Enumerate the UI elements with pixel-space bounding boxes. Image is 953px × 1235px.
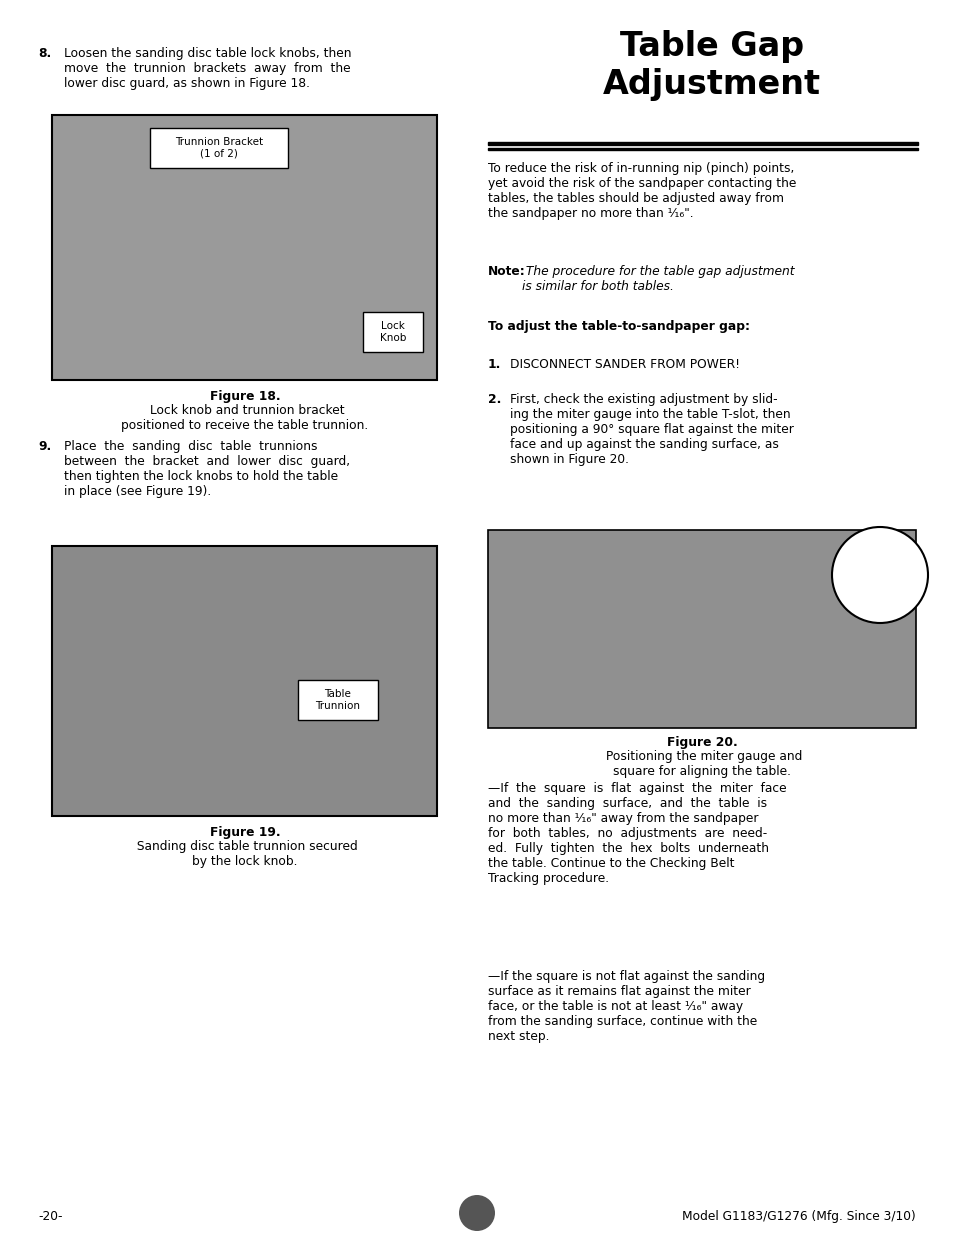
Text: Lock
Knob: Lock Knob — [379, 321, 406, 343]
Text: 8.: 8. — [38, 47, 51, 61]
Text: To reduce the risk of in-running nip (pinch) points,
yet avoid the risk of the s: To reduce the risk of in-running nip (pi… — [488, 162, 796, 220]
Text: Table Gap
Adjustment: Table Gap Adjustment — [602, 30, 821, 101]
Text: 1.: 1. — [488, 358, 501, 370]
Text: 9.: 9. — [38, 440, 51, 453]
Text: Positioning the miter gauge and
square for aligning the table.: Positioning the miter gauge and square f… — [601, 750, 801, 778]
Circle shape — [831, 527, 927, 622]
Text: DISCONNECT SANDER FROM POWER!: DISCONNECT SANDER FROM POWER! — [510, 358, 740, 370]
Text: Figure 19.: Figure 19. — [210, 826, 280, 839]
Bar — [150, 128, 288, 168]
Text: 2.: 2. — [488, 393, 501, 406]
Text: Figure 18.: Figure 18. — [210, 390, 280, 403]
Text: -20-: -20- — [38, 1210, 63, 1223]
Text: Place  the  sanding  disc  table  trunnions
between  the  bracket  and  lower  d: Place the sanding disc table trunnions b… — [64, 440, 350, 498]
Bar — [52, 546, 436, 816]
Bar — [52, 115, 436, 380]
Text: Lock knob and trunnion bracket
positioned to receive the table trunnion.: Lock knob and trunnion bracket positione… — [121, 404, 368, 432]
Text: Trunnion Bracket
(1 of 2): Trunnion Bracket (1 of 2) — [174, 137, 263, 159]
Text: Figure 20.: Figure 20. — [666, 736, 737, 748]
Text: Model G1183/G1276 (Mfg. Since 3/10): Model G1183/G1276 (Mfg. Since 3/10) — [681, 1210, 915, 1223]
Text: !: ! — [872, 561, 886, 589]
Bar — [488, 530, 915, 727]
Text: Table
Trunnion: Table Trunnion — [315, 689, 360, 711]
Bar — [363, 312, 422, 352]
Bar — [488, 142, 917, 144]
Bar — [488, 148, 917, 149]
Text: —If  the  square  is  flat  against  the  miter  face
and  the  sanding  surface: —If the square is flat against the miter… — [488, 782, 786, 885]
Circle shape — [458, 1195, 495, 1231]
Text: Sanding disc table trunnion secured
by the lock knob.: Sanding disc table trunnion secured by t… — [132, 840, 357, 868]
Text: The procedure for the table gap adjustment
is similar for both tables.: The procedure for the table gap adjustme… — [521, 266, 794, 293]
Text: To adjust the table-to-sandpaper gap:: To adjust the table-to-sandpaper gap: — [488, 320, 749, 333]
Text: Loosen the sanding disc table lock knobs, then
move  the  trunnion  brackets  aw: Loosen the sanding disc table lock knobs… — [64, 47, 351, 90]
Text: —If the square is not flat against the sanding
surface as it remains flat agains: —If the square is not flat against the s… — [488, 969, 764, 1044]
Bar — [297, 680, 377, 720]
Text: First, check the existing adjustment by slid-
ing the miter gauge into the table: First, check the existing adjustment by … — [510, 393, 793, 466]
Text: Note:: Note: — [488, 266, 525, 278]
